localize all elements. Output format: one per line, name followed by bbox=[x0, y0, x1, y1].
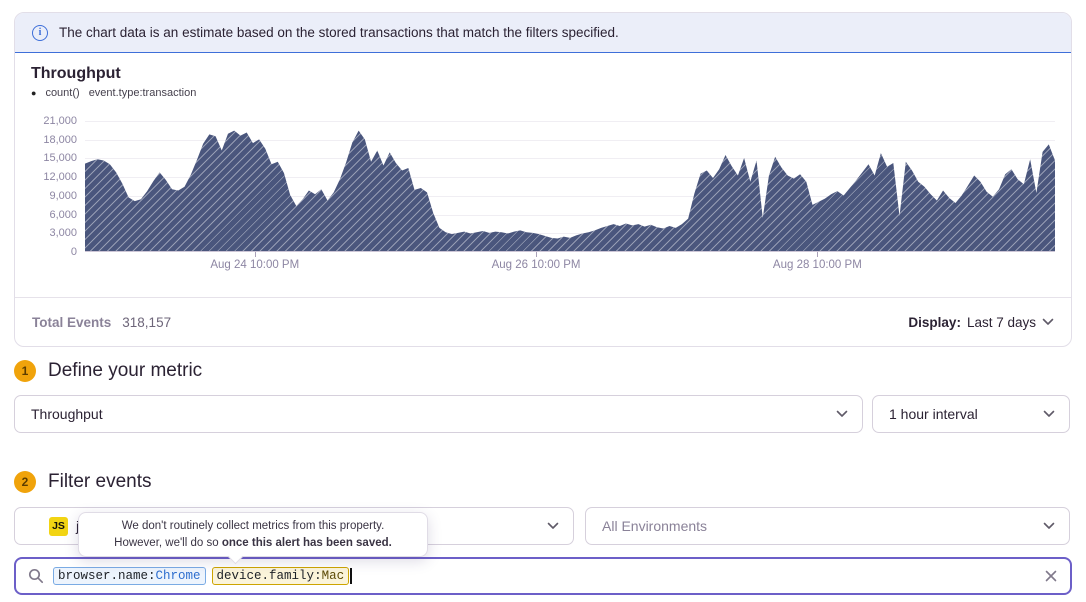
x-tick-label: Aug 24 10:00 PM bbox=[210, 259, 300, 271]
x-tick-mark bbox=[817, 252, 819, 257]
interval-select[interactable]: 1 hour interval bbox=[872, 395, 1070, 433]
x-tick-label: Aug 28 10:00 PM bbox=[772, 259, 862, 271]
search-token-browser-name[interactable]: browser.name:Chrome bbox=[53, 567, 206, 585]
chart: 21,000 18,000 15,000 12,000 9,000 6,000 3,000 0 bbox=[31, 111, 1055, 258]
legend-query-label: event.type:transaction bbox=[88, 87, 197, 99]
javascript-platform-icon: JS bbox=[49, 516, 68, 536]
search-icon bbox=[28, 568, 44, 584]
legend-series-label: count() bbox=[45, 87, 80, 99]
section-define-metric: 1 Define your metric bbox=[14, 360, 202, 382]
interval-select-value: 1 hour interval bbox=[889, 406, 978, 422]
x-tick-mark bbox=[254, 252, 256, 257]
metric-select[interactable]: Throughput bbox=[14, 395, 863, 433]
chevron-down-icon bbox=[1042, 318, 1054, 325]
y-tick-label: 15,000 bbox=[43, 152, 77, 165]
total-events-value: 318,157 bbox=[122, 314, 172, 330]
y-tick-label: 21,000 bbox=[43, 115, 77, 127]
property-tooltip: We don't routinely collect metrics from … bbox=[78, 512, 428, 565]
chevron-down-icon bbox=[1043, 522, 1055, 529]
step-2-badge: 2 bbox=[14, 471, 36, 493]
info-icon: i bbox=[32, 24, 48, 41]
gridline bbox=[85, 177, 1055, 179]
tooltip-line-1: We don't routinely collect metrics from … bbox=[121, 519, 385, 532]
info-banner-text: The chart data is an estimate based on t… bbox=[59, 25, 619, 40]
clear-search-icon[interactable] bbox=[1044, 569, 1058, 583]
chart-title: Throughput bbox=[31, 65, 121, 82]
chevron-down-icon bbox=[836, 410, 848, 417]
x-axis: Aug 24 10:00 PM Aug 26 10:00 PM Aug 28 10:… bbox=[85, 252, 1055, 278]
gridline bbox=[85, 139, 1055, 141]
chevron-down-icon bbox=[547, 522, 559, 529]
section-1-title: Define your metric bbox=[48, 360, 203, 381]
y-tick-label: 6,000 bbox=[49, 208, 77, 221]
chart-section: Throughput ● count() event.type:transact… bbox=[15, 53, 1071, 297]
y-tick-label: 0 bbox=[70, 246, 77, 258]
y-tick-label: 18,000 bbox=[43, 133, 77, 146]
display-value: Last 7 days bbox=[966, 314, 1036, 330]
total-events-label: Total Events bbox=[32, 314, 112, 330]
gridline bbox=[85, 158, 1055, 160]
y-axis: 21,000 18,000 15,000 12,000 9,000 6,000 3,000 0 bbox=[31, 111, 85, 258]
chart-legend: ● count() event.type:transaction bbox=[31, 87, 1055, 99]
legend-dot-icon: ● bbox=[31, 87, 37, 98]
gridline bbox=[85, 195, 1055, 197]
filter-search-input[interactable]: browser.name:Chrome device.family:Mac bbox=[14, 557, 1072, 595]
project-select-value: j bbox=[76, 518, 547, 534]
environment-select[interactable]: All Environments bbox=[585, 507, 1070, 545]
tooltip-line-2: However, we'll do so once this alert has… bbox=[114, 536, 392, 549]
section-2-title: Filter events bbox=[48, 471, 152, 492]
x-tick-mark bbox=[536, 252, 538, 257]
gridline bbox=[85, 121, 1055, 122]
display-label: Display: bbox=[908, 314, 961, 330]
y-tick-label: 9,000 bbox=[49, 189, 77, 202]
info-banner: i The chart data is an estimate based on… bbox=[15, 13, 1071, 53]
plot-area[interactable] bbox=[85, 111, 1055, 257]
chart-panel: i The chart data is an estimate based on… bbox=[14, 12, 1072, 347]
search-token-device-family[interactable]: device.family:Mac bbox=[211, 567, 350, 585]
chevron-down-icon bbox=[1043, 410, 1055, 417]
gridline bbox=[85, 214, 1055, 216]
metric-select-value: Throughput bbox=[31, 406, 103, 422]
y-tick-label: 12,000 bbox=[43, 171, 77, 184]
gridline bbox=[85, 233, 1055, 235]
x-tick-label: Aug 26 10:00 PM bbox=[491, 259, 581, 271]
y-tick-label: 3,000 bbox=[49, 227, 77, 240]
chart-footer: Total Events 318,157 Display: Last 7 day… bbox=[15, 297, 1071, 346]
environment-select-value: All Environments bbox=[602, 518, 708, 534]
step-1-badge: 1 bbox=[14, 360, 36, 382]
display-range-dropdown[interactable]: Display: Last 7 days bbox=[908, 315, 1054, 330]
text-cursor bbox=[350, 568, 352, 584]
section-filter-events: 2 Filter events bbox=[14, 471, 151, 493]
total-events: Total Events 318,157 bbox=[32, 315, 171, 330]
